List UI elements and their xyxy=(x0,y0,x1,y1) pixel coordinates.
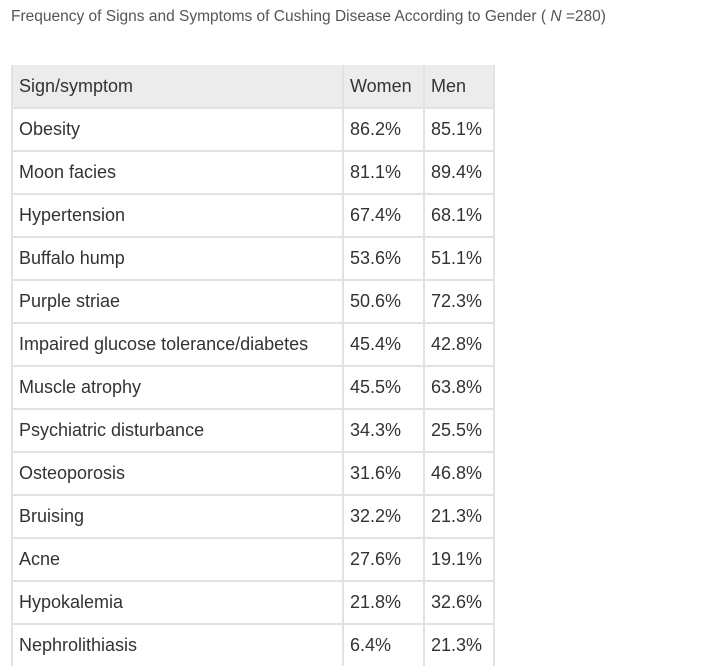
caption-suffix: =280) xyxy=(561,8,606,25)
cell-women: 53.6% xyxy=(343,237,425,281)
table-row: Acne 27.6% 19.1% xyxy=(11,538,495,582)
table-row: Purple striae 50.6% 72.3% xyxy=(11,280,495,324)
table-row: Psychiatric disturbance 34.3% 25.5% xyxy=(11,409,495,453)
cell-men: 51.1% xyxy=(424,237,495,281)
cell-men: 21.3% xyxy=(424,495,495,539)
cell-men: 19.1% xyxy=(424,538,495,582)
table-row: Osteoporosis 31.6% 46.8% xyxy=(11,452,495,496)
cell-women: 32.2% xyxy=(343,495,425,539)
cell-men: 25.5% xyxy=(424,409,495,453)
cell-men: 21.3% xyxy=(424,624,495,666)
table-row: Muscle atrophy 45.5% 63.8% xyxy=(11,366,495,410)
table-row: Impaired glucose tolerance/diabetes 45.4… xyxy=(11,323,495,367)
cell-symptom: Hypokalemia xyxy=(11,581,344,625)
cell-men: 63.8% xyxy=(424,366,495,410)
cell-women: 81.1% xyxy=(343,151,425,195)
cell-men: 42.8% xyxy=(424,323,495,367)
cell-women: 45.4% xyxy=(343,323,425,367)
cell-men: 89.4% xyxy=(424,151,495,195)
table-row: Obesity 86.2% 85.1% xyxy=(11,108,495,152)
cell-men: 85.1% xyxy=(424,108,495,152)
cell-symptom: Purple striae xyxy=(11,280,344,324)
cell-symptom: Obesity xyxy=(11,108,344,152)
cell-men: 68.1% xyxy=(424,194,495,238)
cell-symptom: Moon facies xyxy=(11,151,344,195)
table-row: Buffalo hump 53.6% 51.1% xyxy=(11,237,495,281)
cell-women: 86.2% xyxy=(343,108,425,152)
cell-women: 27.6% xyxy=(343,538,425,582)
table-body: Obesity 86.2% 85.1% Moon facies 81.1% 89… xyxy=(11,108,495,666)
cell-women: 34.3% xyxy=(343,409,425,453)
cell-women: 6.4% xyxy=(343,624,425,666)
table-header: Sign/symptom Women Men xyxy=(11,65,495,109)
header-women: Women xyxy=(343,65,425,109)
header-men: Men xyxy=(424,65,495,109)
table-row: Hypokalemia 21.8% 32.6% xyxy=(11,581,495,625)
header-row: Sign/symptom Women Men xyxy=(11,65,495,109)
table-row: Hypertension 67.4% 68.1% xyxy=(11,194,495,238)
table-caption: Frequency of Signs and Symptoms of Cushi… xyxy=(11,8,606,26)
table-row: Moon facies 81.1% 89.4% xyxy=(11,151,495,195)
cell-symptom: Buffalo hump xyxy=(11,237,344,281)
cell-symptom: Bruising xyxy=(11,495,344,539)
cell-women: 50.6% xyxy=(343,280,425,324)
header-sign-symptom: Sign/symptom xyxy=(11,65,344,109)
cell-women: 21.8% xyxy=(343,581,425,625)
caption-n-symbol: N xyxy=(550,8,562,25)
cell-symptom: Hypertension xyxy=(11,194,344,238)
table-row: Nephrolithiasis 6.4% 21.3% xyxy=(11,624,495,666)
cell-symptom: Psychiatric disturbance xyxy=(11,409,344,453)
cell-symptom: Impaired glucose tolerance/diabetes xyxy=(11,323,344,367)
cell-symptom: Acne xyxy=(11,538,344,582)
cell-women: 31.6% xyxy=(343,452,425,496)
caption-prefix: Frequency of Signs and Symptoms of Cushi… xyxy=(11,8,551,25)
cell-women: 45.5% xyxy=(343,366,425,410)
cell-symptom: Muscle atrophy xyxy=(11,366,344,410)
cell-women: 67.4% xyxy=(343,194,425,238)
cell-men: 32.6% xyxy=(424,581,495,625)
table-row: Bruising 32.2% 21.3% xyxy=(11,495,495,539)
cell-men: 46.8% xyxy=(424,452,495,496)
symptom-frequency-table: Sign/symptom Women Men Obesity 86.2% 85.… xyxy=(11,65,495,666)
cell-men: 72.3% xyxy=(424,280,495,324)
cell-symptom: Osteoporosis xyxy=(11,452,344,496)
cell-symptom: Nephrolithiasis xyxy=(11,624,344,666)
